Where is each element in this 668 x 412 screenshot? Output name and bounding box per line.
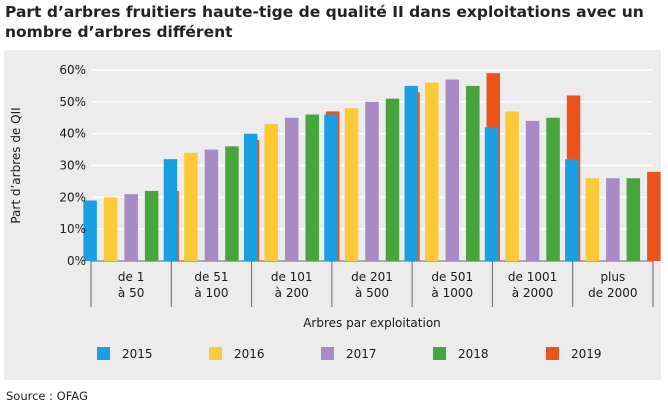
bar-2019-6 [647, 171, 661, 261]
bar-2017-4 [445, 79, 460, 261]
x-tick-label: à 1000 [431, 286, 473, 300]
bar-2018-2 [305, 114, 319, 261]
x-tick-label: plus [600, 270, 625, 284]
y-tick-label: 10% [59, 222, 86, 236]
bar-2017-6 [606, 178, 620, 261]
y-tick-label: 50% [59, 95, 86, 109]
bar-2017-5 [525, 120, 540, 261]
y-tick-label: 0% [67, 254, 86, 268]
source-note: Source : OFAG [6, 389, 88, 403]
bar-2018-5 [546, 117, 560, 261]
bar-2018-0 [144, 190, 159, 261]
bar-2015-3 [324, 114, 338, 261]
bar-2015-6 [565, 159, 579, 261]
legend-label: 2018 [458, 347, 489, 361]
y-tick-label: 30% [59, 159, 86, 173]
legend-label: 2019 [571, 347, 602, 361]
y-axis-label: Part d’arbres de QII [9, 107, 23, 223]
bar-2015-0 [83, 200, 97, 261]
bar-2018-6 [626, 178, 641, 261]
bar-2015-5 [484, 127, 499, 261]
bar-2017-2 [284, 117, 299, 261]
legend-swatch [433, 347, 446, 360]
bar-2016-0 [103, 197, 118, 261]
bar-2015-2 [243, 133, 258, 261]
legend-swatch [97, 347, 110, 360]
x-tick-label: de 101 [271, 270, 313, 284]
bar-2017-0 [124, 194, 138, 261]
bars [83, 73, 661, 262]
x-tick-label: de 501 [431, 270, 473, 284]
bar-2017-1 [204, 149, 219, 261]
bar-2018-3 [385, 98, 400, 262]
bar-2015-4 [404, 85, 419, 262]
x-tick-label: à 2000 [512, 286, 554, 300]
legend-label: 2016 [234, 347, 265, 361]
bar-2016-1 [184, 152, 198, 261]
bar-2016-5 [505, 111, 519, 261]
x-axis-label: Arbres par exploitation [303, 316, 441, 330]
x-tick-label: de 51 [194, 270, 228, 284]
x-tick-label: de 2000 [588, 286, 637, 300]
bar-2016-4 [425, 82, 439, 261]
x-tick-label: de 1 [118, 270, 144, 284]
legend-swatch [546, 347, 559, 360]
x-tick-label: à 500 [355, 286, 389, 300]
bar-2018-1 [225, 146, 239, 261]
legend-swatch [321, 347, 334, 360]
chart-title: Part d’arbres fruitiers haute-tige de qu… [5, 3, 644, 41]
x-tick-label: de 201 [351, 270, 393, 284]
x-tick-label: de 1001 [508, 270, 557, 284]
axes: 0% 10% 20% 30% 40% 50% 60% Part d’arbres de QII… [9, 63, 654, 330]
bar-2018-4 [466, 85, 480, 262]
bar-2017-3 [365, 101, 379, 261]
x-tick-label: à 100 [194, 286, 228, 300]
bar-2016-3 [344, 108, 359, 261]
bar-2015-1 [163, 159, 178, 261]
y-tick-label: 40% [59, 127, 86, 141]
legend-label: 2015 [122, 347, 153, 361]
x-tick-label: à 200 [275, 286, 309, 300]
y-tick-label: 20% [59, 190, 86, 204]
x-tick-label: à 50 [118, 286, 144, 300]
bar-2016-6 [585, 178, 600, 261]
y-tick-label: 60% [59, 63, 86, 77]
legend-label: 2017 [346, 347, 377, 361]
bar-2016-2 [264, 124, 278, 261]
legend-swatch [209, 347, 222, 360]
